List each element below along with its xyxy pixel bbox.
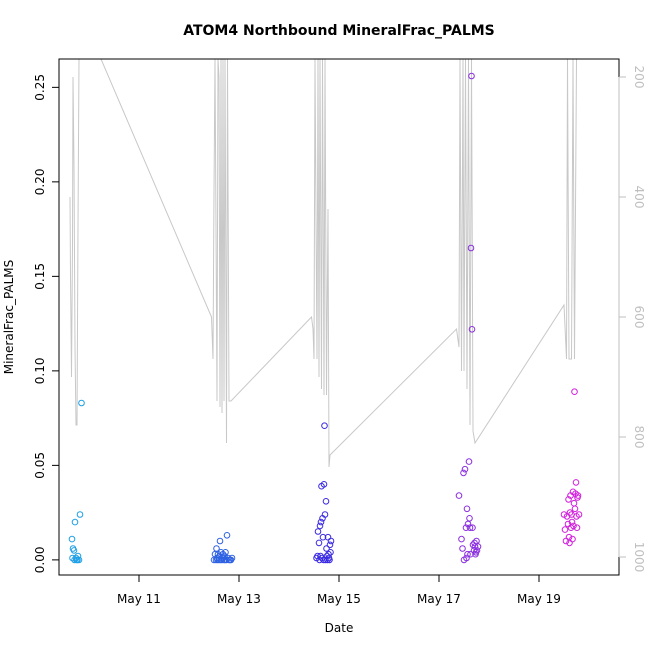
data-point-series-4 (465, 458, 473, 465)
data-point-series-4 (467, 244, 475, 252)
data-point-series-4 (466, 515, 473, 522)
right-tick-label: 200 (632, 66, 646, 89)
data-point-series-1 (75, 556, 83, 564)
data-point-series-3 (315, 539, 323, 547)
data-point-series-5 (561, 526, 569, 533)
chart-title: ATOM4 Northbound MineralFrac_PALMS (183, 23, 495, 39)
data-point-series-4 (470, 547, 478, 554)
data-point-series-2 (223, 532, 231, 539)
right-tick-label: 800 (632, 426, 646, 449)
data-point-series-3 (323, 545, 330, 552)
data-point-series-4 (460, 469, 467, 477)
data-point-series-3 (321, 511, 329, 518)
data-point-series-1 (68, 535, 76, 543)
y-tick-label: 0.00 (33, 547, 47, 574)
data-point-series-3 (322, 498, 330, 505)
altitude-line-0 (69, 59, 579, 468)
data-point-series-5 (575, 511, 583, 518)
y-tick-label: 0.10 (33, 358, 47, 385)
data-point-series-3 (317, 518, 325, 526)
data-point-series-2 (223, 556, 230, 564)
data-point-series-4 (455, 492, 463, 499)
data-point-series-1 (71, 556, 78, 564)
data-point-series-4 (473, 547, 481, 554)
y-tick-label: 0.15 (33, 263, 47, 290)
data-point-series-5 (571, 505, 579, 513)
data-point-series-2 (228, 554, 236, 562)
data-point-series-2 (222, 549, 229, 556)
data-point-series-5 (566, 509, 574, 516)
data-point-series-4 (458, 535, 465, 543)
x-axis: May 11 May 13 May 15 May 17 May 19 (117, 574, 561, 606)
altitude-line-layer (69, 59, 579, 468)
x-tick-label: May 19 (517, 592, 561, 606)
data-point-series-4 (462, 524, 470, 532)
data-point-series-5 (571, 388, 578, 396)
data-point-series-4 (463, 505, 471, 513)
y-tick-label: 0.25 (33, 74, 47, 101)
data-point-series-4 (466, 524, 474, 532)
data-point-series-3 (320, 481, 328, 488)
plot-frame (58, 58, 620, 576)
data-point-series-5 (568, 518, 576, 526)
data-point-series-1 (76, 511, 84, 518)
data-point-series-3 (327, 549, 334, 556)
data-point-series-1 (74, 552, 82, 560)
data-point-series-4 (467, 550, 474, 558)
data-point-series-3 (327, 537, 335, 545)
y-axis-right: 200 400 600 800 1000 (618, 66, 646, 573)
x-tick-label: May 13 (217, 592, 261, 606)
right-tick-label: 600 (632, 306, 646, 329)
x-tick-label: May 11 (117, 592, 161, 606)
data-point-series-4 (474, 543, 482, 550)
y-axis: 0.00 0.05 0.10 0.15 0.20 0.25 (33, 74, 60, 574)
right-tick-label: 400 (632, 186, 646, 209)
data-point-series-3 (316, 522, 324, 530)
data-point-series-5 (565, 496, 572, 503)
data-point-series-1 (71, 518, 79, 526)
y-tick-label: 0.05 (33, 452, 47, 479)
data-point-series-4 (468, 72, 475, 80)
data-point-series-5 (573, 524, 581, 532)
data-point-series-4 (468, 326, 476, 333)
x-tick-label: May 17 (417, 592, 461, 606)
x-tick-label: May 15 (317, 592, 361, 606)
data-point-series-3 (321, 422, 328, 430)
data-point-series-5 (570, 499, 578, 507)
points-layer (68, 72, 583, 564)
data-point-series-4 (469, 524, 476, 532)
data-point-series-4 (464, 550, 471, 558)
data-point-series-5 (569, 535, 576, 543)
data-point-series-3 (314, 528, 322, 535)
data-point-series-1 (78, 399, 85, 407)
data-point-series-4 (463, 554, 470, 562)
data-point-series-3 (326, 541, 334, 549)
data-point-series-3 (322, 556, 329, 564)
data-point-series-2 (221, 552, 228, 560)
data-point-series-5 (572, 479, 580, 486)
x-axis-label: Date (325, 621, 354, 635)
data-point-series-4 (459, 545, 466, 552)
data-point-series-3 (319, 533, 327, 541)
right-tick-label: 1000 (632, 542, 646, 573)
data-point-series-3 (326, 556, 333, 564)
data-point-series-2 (216, 537, 224, 545)
data-point-series-5 (574, 492, 582, 499)
data-point-series-1 (70, 547, 78, 554)
data-point-series-4 (461, 465, 469, 473)
data-point-series-5 (570, 522, 577, 530)
y-tick-label: 0.20 (33, 168, 47, 195)
data-point-series-4 (471, 539, 478, 547)
y-axis-label: MineralFrac_PALMS (2, 260, 16, 375)
